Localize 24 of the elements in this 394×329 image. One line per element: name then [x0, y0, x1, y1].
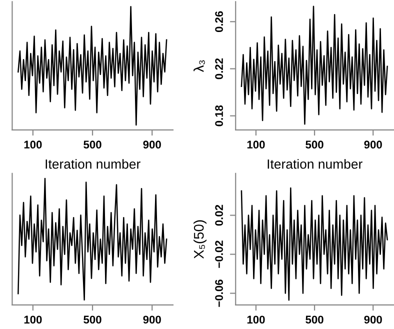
y-tick-label: 0.02	[215, 204, 223, 226]
x-tick-label: 100	[247, 316, 265, 324]
y-tick-label: 0.18	[215, 105, 223, 126]
line-series	[240, 187, 388, 301]
y-tick-label: −0.06	[215, 280, 223, 307]
x-tick-label: 500	[84, 316, 102, 324]
x-tick-label: 900	[364, 316, 382, 324]
y-axis-title: λ₃	[194, 60, 205, 72]
x-tick-label: 900	[364, 140, 382, 149]
x-tick-label: 100	[24, 316, 42, 324]
y-tick-label: 0.22	[215, 58, 223, 80]
x-tick-label: 500	[306, 316, 324, 324]
y-axis-title: X₅(50)	[194, 220, 206, 259]
x-tick-label: 100	[24, 140, 42, 149]
x-tick-label: 500	[306, 140, 324, 149]
line-series	[240, 6, 388, 125]
x-tick-label: 100	[247, 140, 265, 149]
x-tick-label: 900	[143, 316, 161, 324]
x-tick-label: 500	[84, 140, 102, 149]
y-tick-label: −0.02	[215, 240, 223, 268]
y-tick-label: 0.26	[215, 11, 223, 32]
x-axis-title: Iteration number	[268, 159, 362, 169]
x-axis-title: Iteration number	[46, 159, 140, 169]
x-tick-label: 900	[143, 140, 161, 149]
